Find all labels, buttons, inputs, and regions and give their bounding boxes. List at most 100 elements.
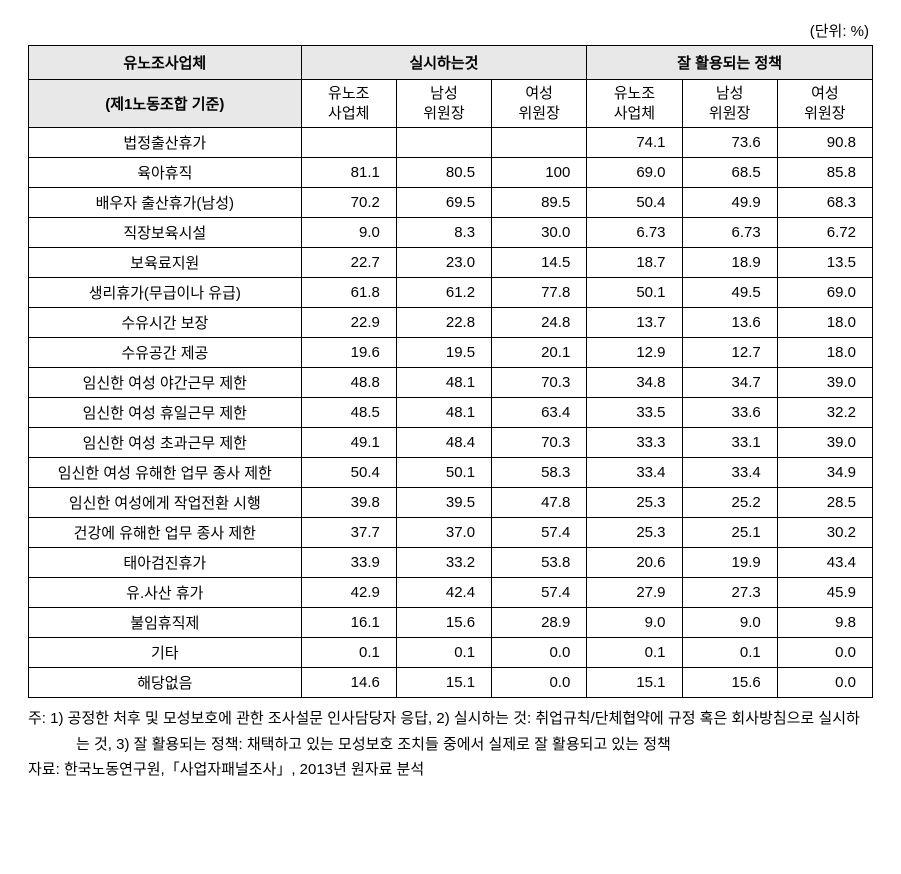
cell-value: 73.6 [682,128,777,158]
header-col1-sub: (제1노동조합 기준) [29,80,302,128]
row-label: 불임휴직제 [29,608,302,638]
table-row: 건강에 유해한 업무 종사 제한37.737.057.425.325.130.2 [29,518,873,548]
cell-value: 33.4 [682,458,777,488]
cell-value: 13.7 [587,308,682,338]
cell-value: 0.0 [492,638,587,668]
cell-value: 15.6 [682,668,777,698]
table-row: 임신한 여성 초과근무 제한49.148.470.333.333.139.0 [29,428,873,458]
cell-value: 9.0 [587,608,682,638]
cell-value: 33.4 [587,458,682,488]
cell-value: 22.9 [301,308,396,338]
table-row: 배우자 출산휴가(남성)70.269.589.550.449.968.3 [29,188,873,218]
cell-value: 15.6 [396,608,491,638]
row-label: 해당없음 [29,668,302,698]
cell-value: 23.0 [396,248,491,278]
cell-value: 50.1 [587,278,682,308]
table-row: 육아휴직81.180.510069.068.585.8 [29,158,873,188]
row-label: 배우자 출산휴가(남성) [29,188,302,218]
cell-value: 37.7 [301,518,396,548]
source-label: 자료: [28,761,60,778]
note-label: 주: [28,710,46,727]
cell-value: 48.5 [301,398,396,428]
cell-value: 33.2 [396,548,491,578]
cell-value: 69.0 [777,278,872,308]
table-row: 직장보육시설9.08.330.06.736.736.72 [29,218,873,248]
cell-value: 42.9 [301,578,396,608]
cell-value: 70.3 [492,368,587,398]
cell-value: 57.4 [492,578,587,608]
cell-value: 68.5 [682,158,777,188]
cell-value: 47.8 [492,488,587,518]
cell-value: 0.0 [777,668,872,698]
notes-section: 주: 1) 공정한 처후 및 모성보호에 관한 조사설문 인사담당자 응답, 2… [28,706,873,783]
table-row: 수유공간 제공19.619.520.112.912.718.0 [29,338,873,368]
row-label: 임신한 여성 초과근무 제한 [29,428,302,458]
cell-value: 70.3 [492,428,587,458]
row-label: 보육료지원 [29,248,302,278]
cell-value: 0.0 [777,638,872,668]
row-label: 수유시간 보장 [29,308,302,338]
cell-value: 18.9 [682,248,777,278]
header-col1-main: 유노조사업체 [29,46,302,80]
row-label: 기타 [29,638,302,668]
table-row: 태아검진휴가33.933.253.820.619.943.4 [29,548,873,578]
cell-value: 81.1 [301,158,396,188]
cell-value: 39.5 [396,488,491,518]
cell-value: 6.72 [777,218,872,248]
cell-value: 12.7 [682,338,777,368]
cell-value [396,128,491,158]
cell-value: 8.3 [396,218,491,248]
row-label: 임신한 여성 야간근무 제한 [29,368,302,398]
cell-value: 53.8 [492,548,587,578]
cell-value: 61.2 [396,278,491,308]
note-text: 1) 공정한 처후 및 모성보호에 관한 조사설문 인사담당자 응답, 2) 실… [50,710,860,753]
cell-value: 34.7 [682,368,777,398]
cell-value: 85.8 [777,158,872,188]
cell-value [301,128,396,158]
table-row: 법정출산휴가74.173.690.8 [29,128,873,158]
cell-value: 70.2 [301,188,396,218]
table-row: 보육료지원22.723.014.518.718.913.5 [29,248,873,278]
cell-value: 24.8 [492,308,587,338]
cell-value: 34.9 [777,458,872,488]
cell-value: 39.0 [777,428,872,458]
table-row: 생리휴가(무급이나 유급)61.861.277.850.149.569.0 [29,278,873,308]
cell-value: 25.3 [587,518,682,548]
cell-value: 20.6 [587,548,682,578]
cell-value: 27.3 [682,578,777,608]
cell-value: 27.9 [587,578,682,608]
cell-value: 19.6 [301,338,396,368]
cell-value: 14.5 [492,248,587,278]
cell-value: 33.5 [587,398,682,428]
header-sub2: 남성위원장 [396,80,491,128]
table-row: 임신한 여성 야간근무 제한48.848.170.334.834.739.0 [29,368,873,398]
row-label: 생리휴가(무급이나 유급) [29,278,302,308]
cell-value: 33.3 [587,428,682,458]
cell-value: 22.7 [301,248,396,278]
cell-value: 39.0 [777,368,872,398]
source-line: 자료: 한국노동연구원,「사업자패널조사」, 2013년 원자료 분석 [28,757,873,783]
cell-value: 80.5 [396,158,491,188]
note-line: 주: 1) 공정한 처후 및 모성보호에 관한 조사설문 인사담당자 응답, 2… [28,706,873,757]
cell-value: 89.5 [492,188,587,218]
cell-value: 42.4 [396,578,491,608]
cell-value: 48.1 [396,368,491,398]
cell-value: 50.4 [587,188,682,218]
cell-value: 13.6 [682,308,777,338]
table-row: 임신한 여성에게 작업전환 시행39.839.547.825.325.228.5 [29,488,873,518]
cell-value: 48.4 [396,428,491,458]
table-row: 유.사산 휴가42.942.457.427.927.345.9 [29,578,873,608]
header-sub1: 유노조사업체 [301,80,396,128]
cell-value: 28.9 [492,608,587,638]
cell-value: 19.9 [682,548,777,578]
row-label: 태아검진휴가 [29,548,302,578]
cell-value: 45.9 [777,578,872,608]
cell-value: 9.8 [777,608,872,638]
cell-value: 68.3 [777,188,872,218]
cell-value: 28.5 [777,488,872,518]
data-table: 유노조사업체 실시하는것 잘 활용되는 정책 (제1노동조합 기준) 유노조사업… [28,45,873,698]
cell-value: 0.0 [492,668,587,698]
cell-value: 15.1 [587,668,682,698]
cell-value: 25.2 [682,488,777,518]
cell-value: 16.1 [301,608,396,638]
